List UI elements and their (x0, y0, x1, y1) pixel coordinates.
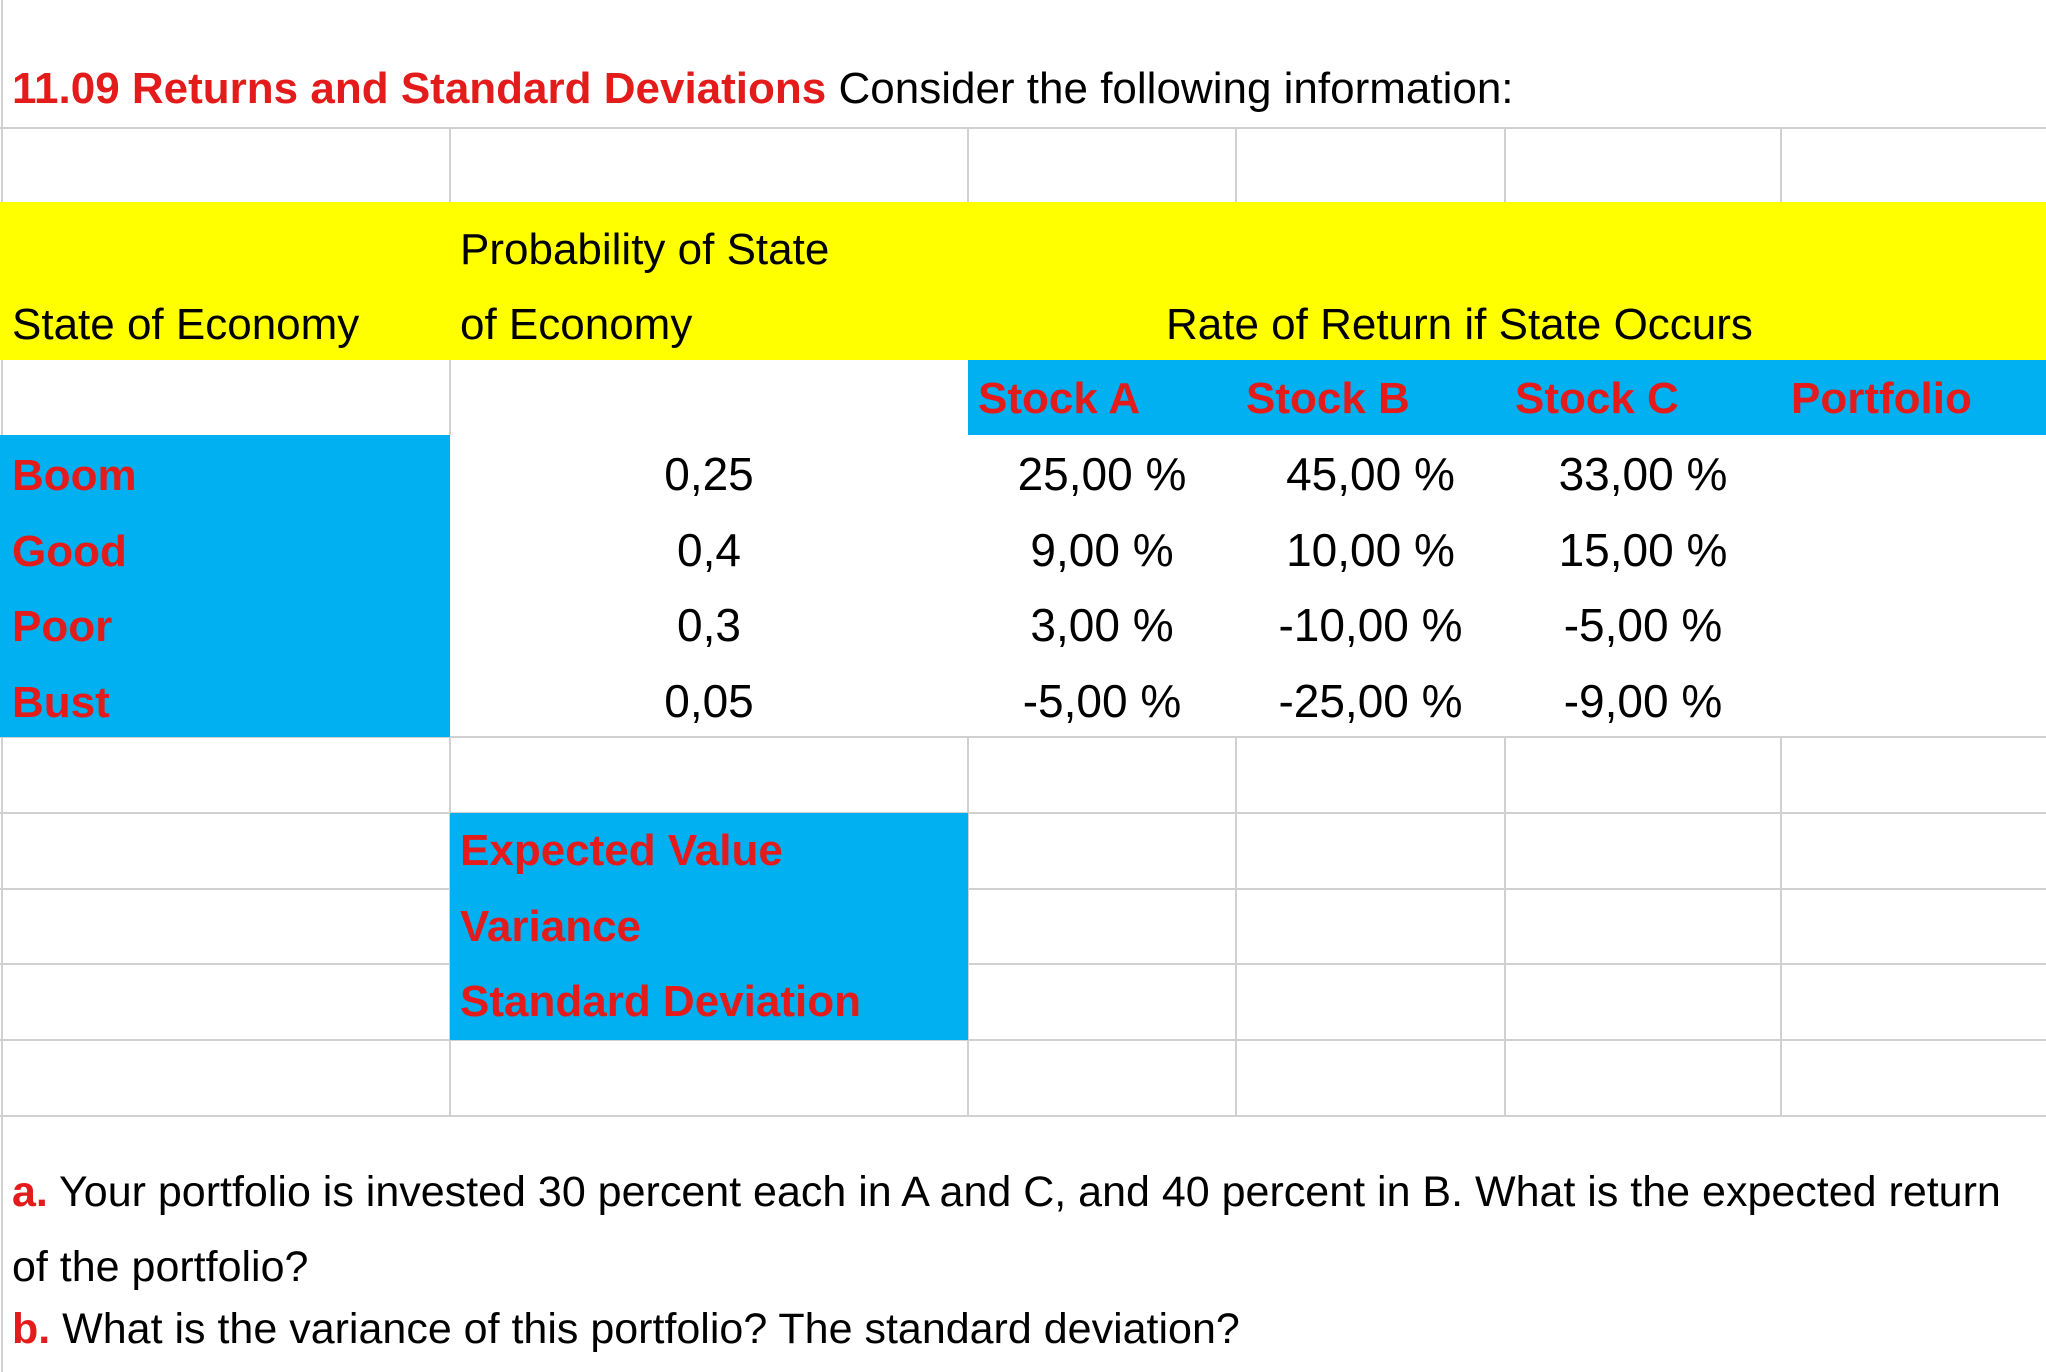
stats-fill (450, 813, 968, 1040)
return-value: 10,00 % (1286, 523, 1455, 576)
col-prob: Probability of State (460, 225, 830, 274)
state-label: Bust (12, 677, 110, 727)
header-fill (0, 202, 2046, 360)
return-value: 33,00 % (1558, 448, 1728, 500)
question-text: What is the variance of this portfolio? … (62, 1305, 1240, 1353)
col-rate: Rate of Return if State Occurs (1166, 300, 1753, 349)
return-value: 15,00 % (1558, 523, 1728, 576)
stock-header-fill (968, 360, 2046, 435)
stock-header: Stock A (978, 374, 1141, 423)
title: 11.09 Returns and Standard Deviations Co… (12, 64, 1514, 114)
return-value: -25,00 % (1278, 674, 1463, 727)
state-label: Boom (12, 451, 137, 500)
probability: 0,25 (664, 448, 754, 500)
state-label: Poor (12, 602, 113, 651)
question-label: a. (12, 1168, 48, 1216)
question-text: Your portfolio is invested 30 percent ea… (12, 1168, 2001, 1291)
stat-label: Expected Value (460, 826, 783, 875)
state-fill (0, 435, 450, 737)
question-label: b. (12, 1305, 51, 1353)
question: a. Your portfolio is invested 30 percent… (12, 1155, 2022, 1305)
title-bold: 11.09 Returns and Standard Deviations (12, 64, 827, 113)
col-prob: of Economy (460, 300, 693, 349)
stock-header: Portfolio (1791, 374, 1972, 423)
stock-header: Stock C (1515, 374, 1679, 423)
return-value: -5,00 % (1563, 599, 1723, 651)
stock-header: Stock B (1246, 374, 1410, 423)
return-value: 9,00 % (1030, 523, 1174, 576)
probability: 0,3 (677, 599, 741, 651)
stat-label: Variance (460, 901, 642, 951)
return-value: 45,00 % (1286, 448, 1455, 500)
return-value: -5,00 % (1022, 674, 1182, 727)
return-value: -10,00 % (1278, 599, 1463, 651)
probability: 0,05 (664, 674, 754, 727)
col-state: State of Economy (12, 300, 360, 349)
title-rest: Consider the following information: (838, 64, 1514, 113)
question: b. What is the variance of this portfoli… (12, 1305, 1240, 1354)
return-value: 3,00 % (1030, 599, 1174, 651)
state-label: Good (12, 526, 127, 576)
return-value: 25,00 % (1017, 448, 1187, 500)
return-value: -9,00 % (1563, 674, 1723, 727)
probability: 0,4 (677, 523, 741, 576)
stat-label: Standard Deviation (460, 977, 861, 1026)
